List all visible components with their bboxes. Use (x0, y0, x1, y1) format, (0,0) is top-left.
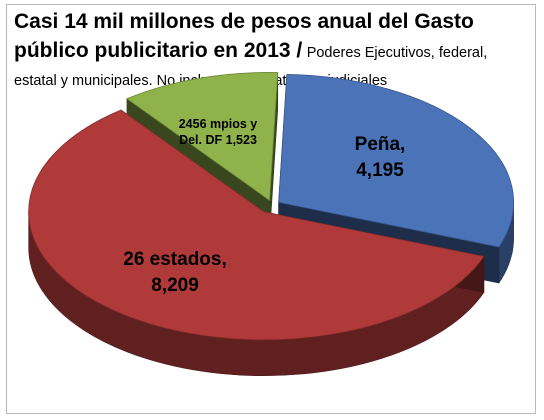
pie-slice-0 (278, 74, 514, 248)
pie-slice-2 (126, 72, 279, 202)
pie-slice-label-line: 8,209 (151, 275, 199, 296)
pie-labels: Peña, 4,195 26 estados, 8,209 2456 mpios y De… (123, 117, 405, 296)
pie-slice-label-line: Del. DF 1,523 (179, 133, 257, 147)
pie-slice-label-2: 2456 mpios y Del. DF 1,523 (179, 117, 258, 147)
pie-slice-1 (28, 109, 485, 341)
pie-slice-label-1: 26 estados, 8,209 (123, 249, 227, 296)
pie-slice-label-0: Peña, 4,195 (355, 134, 406, 181)
pie-slice-label-line: 26 estados, (123, 249, 227, 270)
pie-slice-label-line: Peña, (355, 134, 406, 155)
chart-title-main: Casi 14 mil millones de pesos anual del … (14, 10, 474, 62)
pie-slice-label-line: 2456 mpios y (179, 117, 258, 131)
pie-slice-label-line: 4,195 (356, 160, 404, 181)
pie-tops (28, 72, 514, 341)
